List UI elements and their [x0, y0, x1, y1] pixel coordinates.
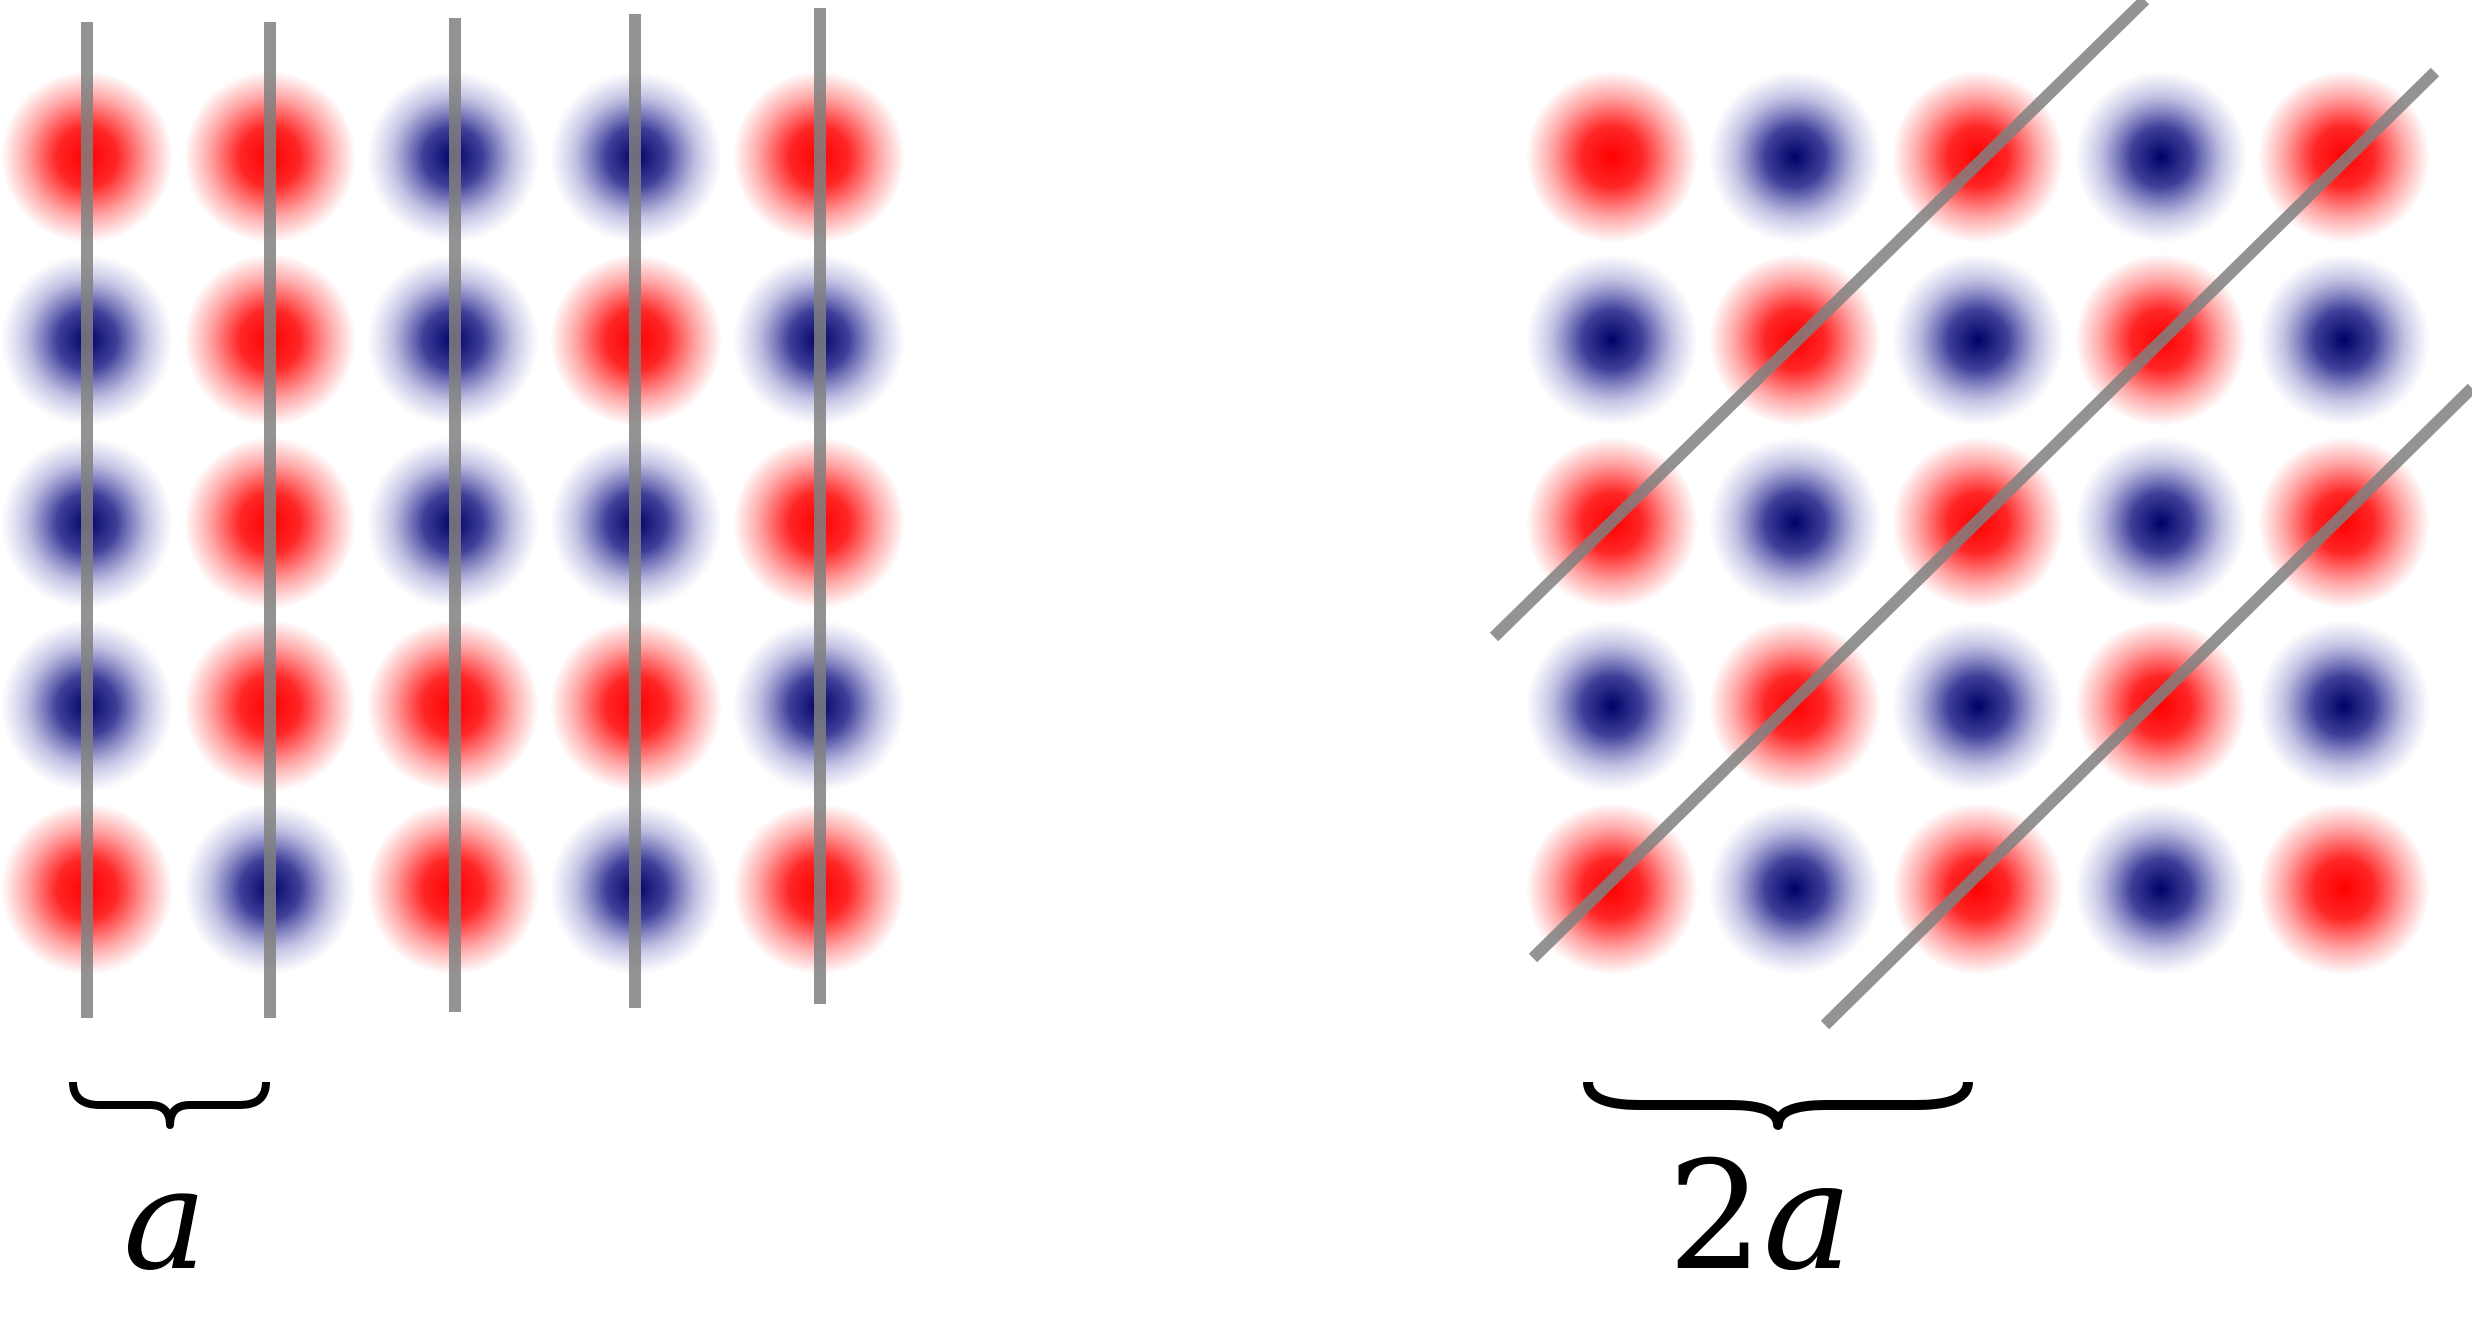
- right-dot-blue: [2075, 437, 2247, 609]
- right-dot-red: [1892, 803, 2064, 975]
- right-dot-blue: [2075, 803, 2247, 975]
- right-diagonal-line: [1820, 383, 2472, 1030]
- right-diagonal-line: [1489, 0, 2150, 642]
- right-label: 2a: [1668, 1130, 1853, 1304]
- right-dot-blue: [2258, 620, 2430, 792]
- right-diagonal-line: [1528, 67, 2440, 963]
- right-dot-blue: [1709, 437, 1881, 609]
- right-dot-blue: [1892, 620, 2064, 792]
- right-dot-blue: [1709, 803, 1881, 975]
- right-dot-blue: [1526, 254, 1698, 426]
- right-dot-red: [1526, 71, 1698, 243]
- right-dot-blue: [2075, 71, 2247, 243]
- right-brace: [1583, 1081, 1973, 1130]
- right-lattice-lines: [1489, 0, 2472, 1030]
- right-dot-blue: [1709, 71, 1881, 243]
- right-dot-blue: [1892, 254, 2064, 426]
- left-lattice-panel: a: [1, 8, 905, 1302]
- right-label-num: 2: [1668, 1130, 1763, 1304]
- right-dot-red: [2258, 803, 2430, 975]
- right-label-var: a: [1763, 1130, 1852, 1304]
- left-brace: [69, 1081, 270, 1129]
- right-lattice-panel: 2a: [1489, 0, 2472, 1304]
- right-dot-blue: [2258, 254, 2430, 426]
- left-lattice-lines: [81, 8, 826, 1018]
- right-dot-red: [2075, 620, 2247, 792]
- left-label: a: [123, 1139, 206, 1302]
- right-dot-blue: [1526, 620, 1698, 792]
- left-label-var: a: [123, 1139, 206, 1302]
